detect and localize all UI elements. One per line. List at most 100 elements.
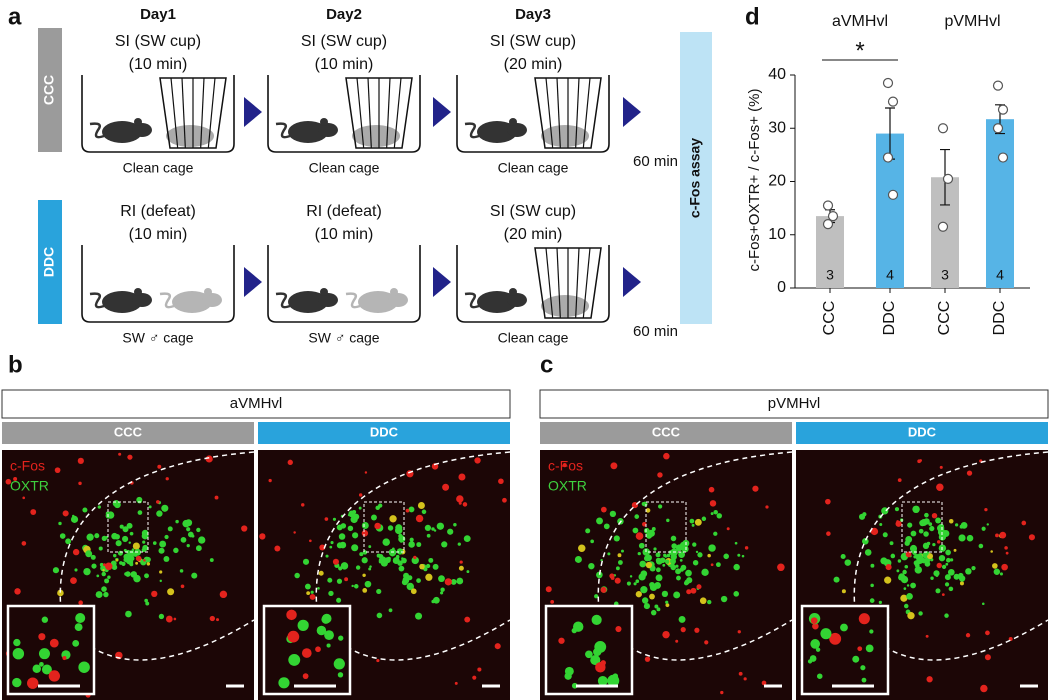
roi-box <box>901 501 943 553</box>
cell <box>945 557 951 563</box>
cell <box>670 535 677 542</box>
inset-cell <box>12 677 22 688</box>
cell <box>841 589 846 594</box>
cell <box>986 523 989 526</box>
mouse-ear <box>134 288 142 296</box>
cell <box>929 525 935 532</box>
cell <box>317 587 320 590</box>
cell <box>918 528 924 534</box>
region-boundary <box>597 451 793 661</box>
cell <box>665 603 670 608</box>
cell <box>1004 546 1008 550</box>
cell <box>187 531 194 538</box>
cell <box>966 470 973 476</box>
mouse-ear <box>204 288 212 296</box>
cage-label: SW ♂ cage <box>122 330 193 346</box>
cell <box>459 560 463 564</box>
cell <box>936 540 941 544</box>
cell <box>675 568 682 575</box>
cell <box>889 541 894 546</box>
inset-cell <box>338 635 344 641</box>
cell <box>474 457 481 464</box>
cell <box>131 548 135 552</box>
inset-cell <box>615 625 622 633</box>
mouse-head <box>202 293 222 307</box>
cell <box>370 514 377 521</box>
cage <box>267 245 421 323</box>
cell <box>995 533 999 538</box>
cup-bar <box>545 77 554 149</box>
cell <box>638 542 645 549</box>
cell <box>916 561 920 564</box>
cell <box>456 495 464 503</box>
cell <box>96 574 100 578</box>
cell <box>665 559 670 564</box>
cell <box>958 534 966 542</box>
cell <box>694 627 700 633</box>
cell <box>425 573 433 581</box>
inset-cell <box>600 660 606 666</box>
step-label: RI (defeat) <box>306 203 382 220</box>
cell <box>376 658 380 663</box>
cell <box>462 502 468 507</box>
inset-cell <box>297 619 309 631</box>
cage-label: Clean cage <box>309 160 380 176</box>
cell <box>655 552 661 558</box>
inset-cell <box>607 674 620 687</box>
cell <box>426 563 431 569</box>
cell <box>635 532 644 540</box>
cell <box>143 559 146 562</box>
cell <box>840 553 846 560</box>
cell <box>352 532 359 539</box>
cell <box>402 577 410 584</box>
cell <box>146 562 151 566</box>
y-tick-label: 40 <box>768 66 786 83</box>
cell <box>330 541 334 545</box>
step-label: RI (defeat) <box>120 203 196 220</box>
cell <box>186 527 191 532</box>
inset-cell <box>810 617 818 625</box>
cell <box>125 571 131 577</box>
cell <box>186 544 190 548</box>
cell <box>710 563 714 567</box>
mouse-ear <box>320 118 328 126</box>
hidden-mouse <box>541 125 589 147</box>
cell <box>980 684 988 693</box>
inset-cell <box>27 677 39 689</box>
cell <box>664 555 668 558</box>
cell <box>744 546 749 550</box>
wait-label: 60 min <box>633 153 678 170</box>
cell <box>494 643 501 650</box>
inset-cell <box>321 613 332 624</box>
mouse-ear <box>509 288 517 296</box>
cell <box>645 561 653 569</box>
step-label: SI (SW cup) <box>301 33 387 50</box>
cell <box>935 588 941 594</box>
cell <box>578 544 586 552</box>
cell <box>826 531 831 536</box>
cell <box>191 572 198 579</box>
cell <box>173 617 177 621</box>
cell <box>869 598 875 603</box>
day-label: Day2 <box>326 6 362 23</box>
cell <box>294 572 300 579</box>
cup-bar <box>356 77 365 149</box>
mouse-icon <box>89 288 152 313</box>
cell <box>645 554 652 562</box>
cell <box>126 522 133 529</box>
cell <box>405 508 410 513</box>
region-box <box>1 389 511 419</box>
inset-cell <box>594 641 607 653</box>
n-label: 3 <box>941 267 949 283</box>
x-tick-label: CCC <box>821 301 838 336</box>
cell <box>440 591 444 595</box>
cell <box>675 639 679 643</box>
cell <box>904 564 909 569</box>
cell <box>82 507 88 513</box>
cell <box>156 510 163 517</box>
cup-bar <box>207 77 216 149</box>
cell <box>635 591 642 598</box>
cell <box>293 531 296 534</box>
cage <box>81 245 235 323</box>
cell <box>692 542 697 547</box>
